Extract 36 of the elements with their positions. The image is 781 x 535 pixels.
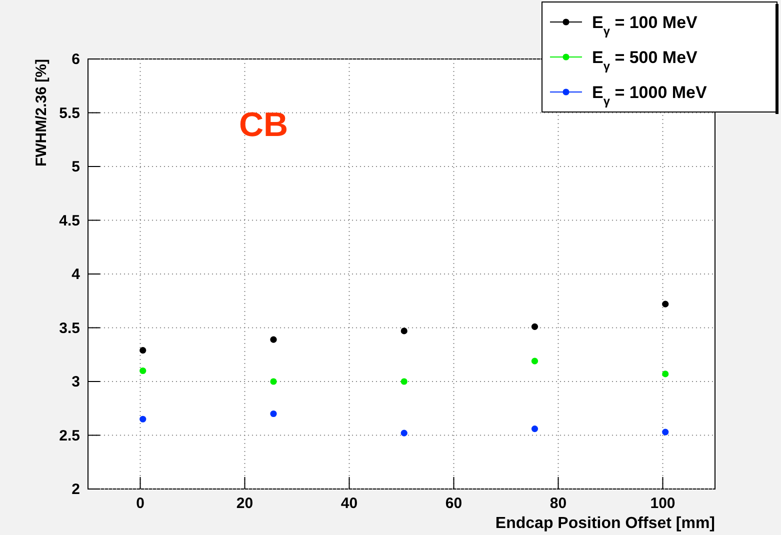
point bbox=[531, 323, 538, 330]
annotation: CB bbox=[239, 106, 288, 144]
point bbox=[140, 416, 146, 422]
y-tick-label: 5 bbox=[72, 158, 80, 176]
y-tick-label: 4.5 bbox=[59, 212, 80, 230]
point bbox=[140, 347, 146, 354]
x-axis-title: Endcap Position Offset [mm] bbox=[495, 515, 715, 532]
x-tick-label: 60 bbox=[445, 495, 462, 512]
point bbox=[270, 410, 277, 418]
point bbox=[400, 328, 408, 334]
x-tick-label: 0 bbox=[136, 495, 144, 512]
point bbox=[270, 378, 277, 385]
x-tick-label: 80 bbox=[550, 495, 567, 512]
x-tick-label: 20 bbox=[236, 495, 254, 512]
point bbox=[531, 358, 538, 364]
x-tick-label: 40 bbox=[340, 495, 358, 512]
legend-label: E$_{γ}$ = 500 MeV bbox=[592, 48, 698, 73]
y-tick-label: 5.5 bbox=[59, 104, 80, 122]
legend-label: E$_{γ}$ = 100 MeV bbox=[592, 13, 698, 38]
y-tick-label: 3.5 bbox=[59, 320, 80, 337]
x-tick-label: 100 bbox=[650, 495, 676, 512]
y-tick-label: 2.5 bbox=[59, 427, 80, 444]
point bbox=[662, 370, 669, 378]
point bbox=[270, 336, 277, 343]
y-tick-label: 4 bbox=[72, 266, 81, 283]
point bbox=[400, 378, 408, 385]
y-tick-label: 6 bbox=[72, 51, 80, 68]
legend-label: E$_{γ}$ = 1000 MeV bbox=[592, 83, 708, 108]
y-tick-label: 3 bbox=[72, 374, 80, 390]
y-axis-title: FWHM/2.36 [%] bbox=[33, 59, 50, 167]
y-tick-label: 2 bbox=[72, 481, 80, 498]
point bbox=[400, 430, 408, 436]
point bbox=[140, 367, 146, 374]
point bbox=[531, 426, 538, 432]
point bbox=[662, 428, 669, 436]
point bbox=[662, 300, 669, 308]
